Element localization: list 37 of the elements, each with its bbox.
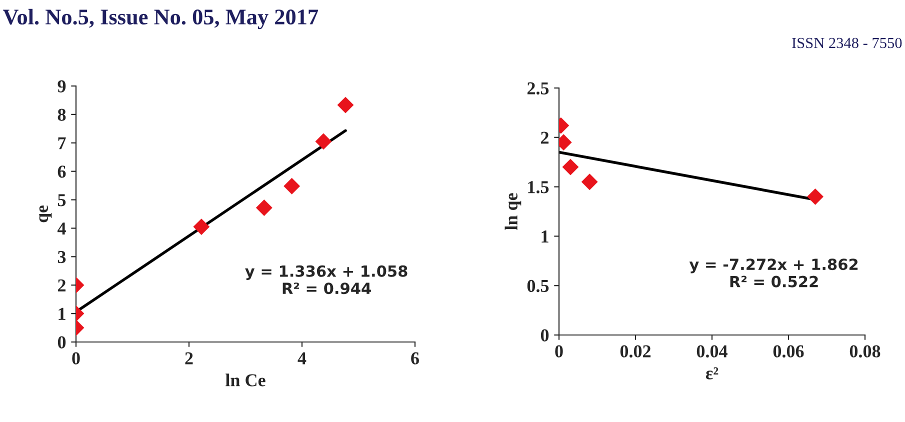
x-tick-label: 0.04 (696, 345, 728, 358)
y-tick-label: 5 (58, 194, 66, 206)
x-tick-label: 2 (185, 352, 193, 364)
y-axis-title: qe (39, 205, 52, 222)
x-axis-title: ln Ce (226, 374, 266, 386)
y-tick-label: 6 (58, 166, 66, 178)
point (337, 96, 354, 114)
y-tick-label: 8 (58, 108, 66, 121)
point (256, 200, 272, 216)
y-tick-label: 1 (58, 308, 66, 320)
x-tick-label: 0.02 (620, 345, 651, 358)
y-tick-label: 0.5 (527, 280, 549, 292)
text: Vol. No.5, Issue No. 05, May 2017 (2, 8, 318, 30)
annotation: y = -7.272x + 1.862 R² = 0.522 (689, 258, 858, 288)
y-axis-title: ln qe (504, 193, 522, 230)
y-tick-label: 1.5 (528, 181, 549, 194)
x-tick-label: 0.06 (773, 345, 804, 358)
point (284, 178, 300, 194)
y-tick-label: 3 (58, 250, 66, 264)
y-tick-label: 0 (58, 336, 66, 348)
x-tick-label: 0 (555, 345, 563, 358)
y-tick-label: 9 (58, 80, 66, 92)
y-tick-label: 2 (58, 279, 66, 292)
x-tick-label: 0 (72, 352, 80, 364)
text: ISSN 2348 - 7550 (792, 38, 902, 48)
x-tick-label: 4 (298, 352, 306, 364)
y-tick-label: 0 (540, 329, 549, 342)
point (315, 133, 332, 150)
y-tick-label: 1 (542, 230, 548, 242)
y-tick-label: 2 (541, 132, 548, 144)
x-axis-title: ε² (706, 367, 718, 380)
y-tick-label: 2.5 (527, 82, 549, 95)
x-tick-label: 6 (411, 352, 419, 364)
y-tick-label: 4 (58, 222, 66, 234)
x-tick-label: 0.08 (850, 345, 880, 358)
annotation: y = 1.336x + 1.058 R² = 0.944 (245, 265, 408, 294)
y-tick-label: 7 (58, 137, 66, 150)
